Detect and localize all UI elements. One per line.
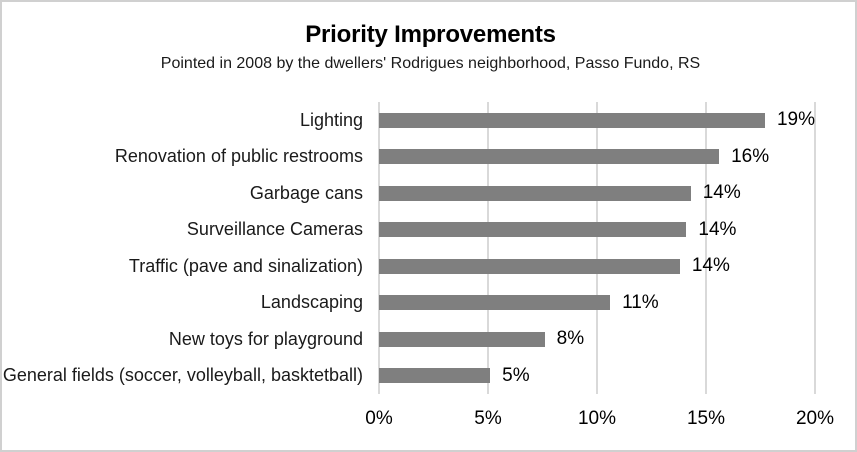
- bar: [379, 149, 720, 165]
- bar-row: 11%: [379, 285, 815, 322]
- bar: [379, 222, 687, 238]
- chart-title: Priority Improvements: [305, 21, 556, 48]
- bar-row: 16%: [379, 139, 815, 176]
- category-label: Garbage cans: [249, 182, 363, 203]
- bar-row: 5%: [379, 358, 815, 395]
- value-label: 5%: [502, 364, 530, 386]
- value-label: 11%: [622, 291, 659, 313]
- category-axis: Lighting Renovation of public restrooms Ga…: [2, 102, 371, 394]
- value-label: 14%: [702, 182, 741, 204]
- x-tick-label: 0%: [365, 408, 393, 429]
- bar-row: 14%: [379, 175, 815, 212]
- bar-row: 14%: [379, 212, 815, 249]
- category-label: Renovation of public restrooms: [114, 146, 363, 167]
- category-label: New toys for playground: [168, 328, 363, 349]
- category-label: Surveillance Cameras: [186, 219, 363, 240]
- category-label: Lighting: [299, 109, 363, 130]
- x-tick-label: 10%: [577, 408, 617, 429]
- gridline: [487, 102, 489, 394]
- value-label: 8%: [556, 328, 585, 350]
- bar: [379, 331, 545, 347]
- x-axis: 0% 5% 10% 15% 20%: [365, 408, 834, 438]
- bar-row: 14%: [379, 248, 815, 285]
- value-label: 14%: [698, 218, 737, 240]
- x-tick-label: 15%: [686, 408, 726, 429]
- bar: [379, 258, 680, 274]
- bar-series: 19% 16% 14% 14% 14% 11% 8% 5%: [379, 102, 815, 394]
- bar: [379, 368, 491, 384]
- bar-row: 19%: [379, 102, 815, 139]
- x-tick-label: 20%: [795, 408, 835, 429]
- category-label: Landscaping: [260, 292, 363, 313]
- bar: [379, 112, 765, 128]
- plot-area: 19% 16% 14% 14% 14% 11% 8% 5%: [378, 102, 816, 394]
- gridline: [378, 102, 380, 394]
- bar: [379, 295, 611, 311]
- bar: [379, 185, 691, 201]
- gridline: [814, 102, 816, 394]
- gridline: [705, 102, 707, 394]
- x-tick-label: 5%: [474, 408, 502, 429]
- gridline: [596, 102, 598, 394]
- value-label: 14%: [691, 255, 730, 277]
- category-label: Traffic (pave and sinalization): [128, 255, 363, 276]
- category-label: General fields (soccer, volleyball, bask…: [2, 365, 363, 386]
- value-label: 16%: [731, 145, 770, 167]
- chart-subtitle: Pointed in 2008 by the dwellers' Rodrigu…: [160, 55, 701, 72]
- bar-row: 8%: [379, 321, 815, 358]
- value-label: 19%: [776, 109, 815, 131]
